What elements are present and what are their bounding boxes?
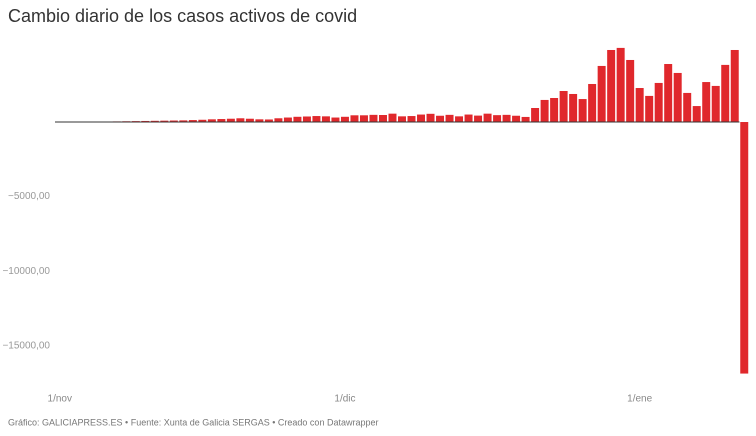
bar	[398, 116, 406, 123]
bar	[474, 115, 483, 123]
bar	[635, 88, 644, 123]
bar	[350, 115, 359, 123]
bar	[616, 47, 625, 123]
bar	[588, 83, 597, 123]
bar	[369, 114, 378, 123]
bar	[455, 116, 464, 123]
bar	[407, 116, 416, 123]
bar	[607, 49, 616, 123]
bar	[150, 120, 159, 123]
bar	[264, 119, 273, 123]
bar	[179, 120, 188, 123]
bar	[274, 118, 283, 123]
bar	[654, 82, 663, 123]
y-tick-label: −10000,00	[2, 266, 50, 277]
bar	[141, 120, 150, 123]
bar	[493, 115, 502, 123]
bar	[626, 59, 635, 123]
x-tick-label: 1/dic	[334, 394, 355, 405]
bar	[445, 114, 454, 123]
bar	[464, 114, 473, 123]
bar	[226, 118, 235, 123]
bar	[331, 117, 340, 123]
source-note: Gráfico: GALICIAPRESS.ES • Fuente: Xunta…	[8, 417, 378, 427]
y-tick-label: −15000,00	[2, 340, 50, 351]
chart-title: Cambio diario de los casos activos de co…	[8, 6, 357, 26]
bar	[312, 116, 321, 123]
bar	[321, 116, 330, 123]
bar	[169, 120, 178, 123]
bar	[740, 122, 749, 374]
bar	[378, 115, 387, 123]
bar	[673, 72, 682, 123]
bar	[502, 114, 511, 123]
x-tick-label: 1/nov	[48, 394, 72, 405]
bar	[293, 116, 302, 123]
bar	[521, 116, 530, 123]
bar	[436, 115, 445, 123]
bar	[245, 118, 254, 123]
bar	[188, 120, 197, 123]
y-tick-label: −5000,00	[8, 191, 50, 202]
bar	[683, 92, 692, 123]
bar	[597, 65, 606, 123]
bar	[340, 116, 349, 123]
bar	[692, 106, 701, 123]
bar	[302, 116, 311, 123]
bar	[388, 113, 397, 123]
bar	[559, 90, 568, 123]
bar	[664, 64, 673, 123]
bar	[255, 119, 264, 123]
bar	[721, 64, 730, 123]
x-tick-label: 1/ene	[627, 394, 652, 405]
bar	[426, 113, 435, 123]
bar	[550, 98, 559, 123]
bar	[702, 82, 711, 123]
bar	[578, 99, 587, 123]
bar	[512, 115, 521, 123]
bar	[160, 120, 169, 123]
bar	[207, 119, 216, 123]
bar	[359, 115, 368, 123]
bar	[417, 114, 426, 123]
bar	[531, 107, 540, 123]
bar	[711, 85, 720, 123]
bar	[236, 118, 245, 123]
bar	[540, 99, 549, 123]
bar	[569, 93, 578, 123]
bar	[283, 117, 292, 123]
bar	[198, 119, 207, 123]
bar	[217, 119, 226, 123]
bar	[730, 49, 739, 123]
bar	[483, 113, 492, 123]
bar	[645, 95, 654, 123]
